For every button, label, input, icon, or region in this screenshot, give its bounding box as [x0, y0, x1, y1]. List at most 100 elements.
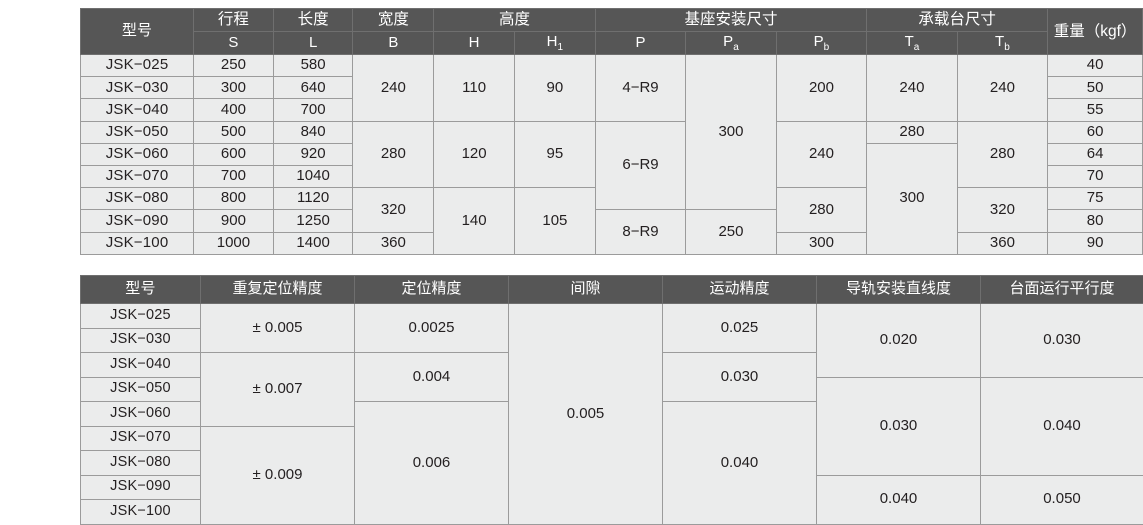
header-repeat-accuracy: 重复定位精度 — [201, 276, 355, 304]
header-sub-pb-base: P — [814, 33, 824, 50]
cell-base-p: 8−R9 — [595, 210, 685, 254]
cell-model: JSK−030 — [81, 328, 201, 353]
cell-repeat-accuracy: ± 0.009 — [201, 426, 355, 524]
header-sub-pb: Pb — [776, 32, 867, 55]
cell-length-l: 1120 — [273, 188, 353, 210]
table-one-header: 型号 行程 长度 宽度 高度 基座安装尺寸 承载台尺寸 重量（kgf） S L … — [81, 9, 1143, 55]
cell-model: JSK−030 — [81, 77, 194, 99]
accuracy-specification-table: 型号 重复定位精度 定位精度 间隙 运动精度 导轨安装直线度 台面运行平行度 J… — [80, 275, 1143, 525]
cell-table-tb: 240 — [957, 55, 1047, 122]
cell-height-h: 140 — [434, 188, 515, 255]
cell-rail-straightness: 0.020 — [817, 304, 981, 378]
cell-width-b: 280 — [353, 121, 434, 188]
cell-model: JSK−100 — [81, 232, 194, 254]
header-backlash: 间隙 — [509, 276, 663, 304]
cell-weight: 90 — [1048, 232, 1143, 254]
cell-table-tb: 320 — [957, 188, 1047, 232]
cell-model: JSK−080 — [81, 451, 201, 476]
header-model: 型号 — [81, 9, 194, 55]
cell-length-l: 840 — [273, 121, 353, 143]
cell-stroke-s: 600 — [194, 143, 274, 165]
table-two-header: 型号 重复定位精度 定位精度 间隙 运动精度 导轨安装直线度 台面运行平行度 — [81, 276, 1143, 304]
cell-length-l: 580 — [273, 55, 353, 77]
cell-base-pa: 300 — [686, 55, 776, 210]
cell-height-h1: 90 — [514, 55, 595, 122]
cell-weight: 80 — [1048, 210, 1143, 232]
cell-repeat-accuracy: ± 0.007 — [201, 353, 355, 427]
cell-weight: 55 — [1048, 99, 1143, 121]
cell-table-parallelism: 0.050 — [981, 475, 1143, 524]
header-sub-ta-index: a — [914, 42, 920, 53]
header-model-2: 型号 — [81, 276, 201, 304]
header-length-group: 长度 — [273, 9, 353, 32]
header-width-group: 宽度 — [353, 9, 434, 32]
cell-model: JSK−025 — [81, 55, 194, 77]
cell-model: JSK−040 — [81, 99, 194, 121]
cell-stroke-s: 800 — [194, 188, 274, 210]
cell-rail-straightness: 0.030 — [817, 377, 981, 475]
cell-table-ta: 280 — [867, 121, 957, 143]
cell-width-b: 240 — [353, 55, 434, 122]
cell-model: JSK−050 — [81, 121, 194, 143]
cell-model: JSK−080 — [81, 188, 194, 210]
cell-base-pb: 280 — [776, 188, 867, 232]
cell-table-parallelism: 0.040 — [981, 377, 1143, 475]
header-rail-straightness: 导轨安装直线度 — [817, 276, 981, 304]
cell-model: JSK−060 — [81, 402, 201, 427]
header-sub-h1-index: 1 — [558, 42, 564, 53]
cell-length-l: 1040 — [273, 165, 353, 187]
cell-position-accuracy: 0.006 — [355, 402, 509, 525]
header-table-size-group: 承载台尺寸 — [867, 9, 1048, 32]
cell-motion-accuracy: 0.025 — [663, 304, 817, 353]
cell-width-b: 360 — [353, 232, 434, 254]
cell-model: JSK−090 — [81, 210, 194, 232]
header-sub-ta-base: T — [905, 33, 914, 50]
cell-table-ta: 240 — [867, 55, 957, 122]
cell-weight: 60 — [1048, 121, 1143, 143]
cell-base-pb: 240 — [776, 121, 867, 188]
cell-length-l: 700 — [273, 99, 353, 121]
cell-stroke-s: 300 — [194, 77, 274, 99]
cell-repeat-accuracy: ± 0.005 — [201, 304, 355, 353]
cell-base-pb: 300 — [776, 232, 867, 254]
cell-height-h1: 105 — [514, 188, 595, 255]
cell-stroke-s: 250 — [194, 55, 274, 77]
header-sub-ta: Ta — [867, 32, 957, 55]
cell-weight: 50 — [1048, 77, 1143, 99]
cell-model: JSK−060 — [81, 143, 194, 165]
cell-table-tb: 280 — [957, 121, 1047, 188]
cell-height-h: 110 — [434, 55, 515, 122]
cell-weight: 75 — [1048, 188, 1143, 210]
cell-model: JSK−040 — [81, 353, 201, 378]
cell-base-p: 6−R9 — [595, 121, 685, 210]
cell-width-b: 320 — [353, 188, 434, 232]
header-position-accuracy: 定位精度 — [355, 276, 509, 304]
header-sub-p: P — [595, 32, 685, 55]
header-sub-l: L — [273, 32, 353, 55]
cell-motion-accuracy: 0.030 — [663, 353, 817, 402]
cell-stroke-s: 500 — [194, 121, 274, 143]
header-sub-pa-base: P — [723, 33, 733, 50]
cell-model: JSK−070 — [81, 426, 201, 451]
cell-position-accuracy: 0.0025 — [355, 304, 509, 353]
header-table-parallelism: 台面运行平行度 — [981, 276, 1143, 304]
cell-rail-straightness: 0.040 — [817, 475, 981, 524]
header-sub-tb-index: b — [1004, 42, 1010, 53]
cell-stroke-s: 400 — [194, 99, 274, 121]
cell-height-h: 120 — [434, 121, 515, 188]
header-sub-tb-base: T — [995, 33, 1004, 50]
cell-model: JSK−025 — [81, 304, 201, 329]
header-motion-accuracy: 运动精度 — [663, 276, 817, 304]
cell-weight: 64 — [1048, 143, 1143, 165]
cell-stroke-s: 900 — [194, 210, 274, 232]
header-sub-b: B — [353, 32, 434, 55]
header-sub-pb-index: b — [824, 42, 830, 53]
cell-model: JSK−050 — [81, 377, 201, 402]
cell-stroke-s: 1000 — [194, 232, 274, 254]
cell-backlash: 0.005 — [509, 304, 663, 525]
cell-table-tb: 360 — [957, 232, 1047, 254]
